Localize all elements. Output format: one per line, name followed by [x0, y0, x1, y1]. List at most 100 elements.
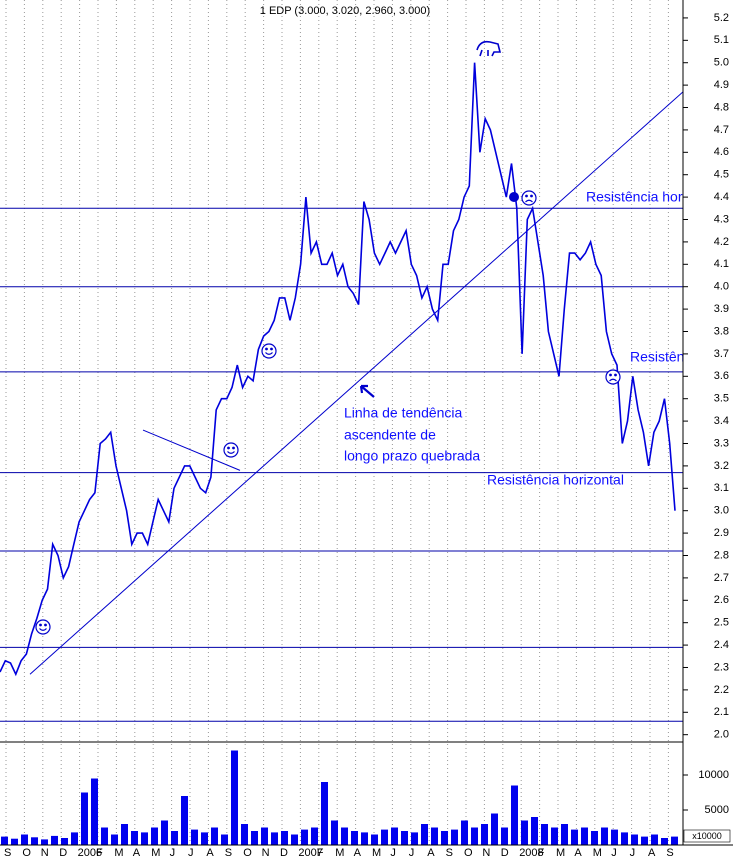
y-tick-label: 3.4 — [714, 415, 729, 427]
volume-bar — [391, 827, 398, 845]
x-tick-label: N — [262, 847, 270, 859]
volume-bar — [511, 785, 518, 845]
volume-bar — [51, 835, 58, 845]
x-tick-label: J — [188, 847, 194, 859]
y-tick-label: 4.7 — [714, 124, 729, 136]
y-tick-label: 2.2 — [714, 684, 729, 696]
volume-bar — [261, 827, 268, 845]
x-tick-label: A — [427, 847, 435, 859]
x-tick-label: 2008 — [519, 847, 543, 859]
y-tick-label: 2.9 — [714, 527, 729, 539]
y-tick-label: 2.4 — [714, 639, 729, 651]
volume-bar — [401, 831, 408, 845]
x-tick-label: S — [225, 847, 232, 859]
volume-bar — [521, 820, 528, 845]
x-tick-label: D — [501, 847, 509, 859]
unit-box — [683, 829, 731, 843]
x-tick-label: D — [59, 847, 67, 859]
volume-bar — [531, 817, 538, 845]
y-tick-label: 4.8 — [714, 101, 729, 113]
arrow — [359, 384, 375, 398]
y-tick-label: 3.3 — [714, 437, 729, 449]
y-tick-label: 4.1 — [714, 258, 729, 270]
frown — [521, 190, 537, 206]
volume-bar — [131, 831, 138, 845]
volume-bar — [461, 820, 468, 845]
x-tick-label: D — [280, 847, 288, 859]
x-tick-label: N — [482, 847, 490, 859]
volume-bar — [331, 820, 338, 845]
x-tick-label: F — [96, 847, 103, 859]
volume-bar — [281, 831, 288, 845]
x-tick-label: S — [4, 847, 11, 859]
chart-title: 1 EDP (3.000, 3.020, 2.960, 3.000) — [260, 5, 430, 17]
volume-bar — [201, 832, 208, 845]
volume-bar — [371, 834, 378, 845]
volume-bar — [591, 831, 598, 845]
annotation: Resistência horizontal — [487, 472, 624, 488]
y-tick-label: 5.0 — [714, 57, 729, 69]
volume-bar — [661, 838, 668, 845]
volume-bar — [321, 782, 328, 845]
volume-tick-label: 5000 — [705, 804, 729, 816]
volume-bar — [211, 827, 218, 845]
y-tick-label: 4.6 — [714, 146, 729, 158]
x-tick-label: M — [372, 847, 381, 859]
volume-bar — [121, 824, 128, 845]
y-tick-label: 2.1 — [714, 706, 729, 718]
volume-bar — [481, 824, 488, 845]
volume-bar — [551, 827, 558, 845]
volume-bar — [641, 836, 648, 845]
x-tick-label: F — [538, 847, 545, 859]
x-tick-label: O — [464, 847, 473, 859]
y-tick-label: 3.6 — [714, 370, 729, 382]
smiley — [223, 442, 239, 458]
smiley — [35, 619, 51, 635]
x-tick-label: O — [22, 847, 31, 859]
y-tick-label: 4.3 — [714, 213, 729, 225]
plot-area: Resistência horizontal Resistência horizo… — [0, 62, 683, 845]
x-tick-label: N — [41, 847, 49, 859]
volume-bar — [541, 824, 548, 845]
x-tick-label: 2006 — [78, 847, 102, 859]
volume-bar — [561, 824, 568, 845]
volume-bar — [361, 832, 368, 845]
volume-bar — [101, 827, 108, 845]
x-tick-label: A — [648, 847, 656, 859]
volume-bar — [141, 832, 148, 845]
volume-bar — [111, 834, 118, 845]
x-tick-label: M — [335, 847, 344, 859]
price-line — [0, 62, 676, 677]
x-tick-label: O — [243, 847, 252, 859]
y-tick-label: 2.3 — [714, 661, 729, 673]
volume-bar — [221, 834, 228, 845]
y-tick-label: 2.6 — [714, 594, 729, 606]
y-tick-label: 4.2 — [714, 236, 729, 248]
volume-bar — [351, 831, 358, 845]
y-tick-label: 4.0 — [714, 281, 729, 293]
x-tick-label: F — [317, 847, 324, 859]
volume-bar — [341, 827, 348, 845]
y-tick-label: 3.9 — [714, 303, 729, 315]
volume-bar — [81, 792, 88, 845]
volume-bar — [171, 831, 178, 845]
volume-bar — [581, 827, 588, 845]
y-tick-label: 3.1 — [714, 482, 729, 494]
y-tick-label: 2.7 — [714, 572, 729, 584]
y-tick-label: 5.1 — [714, 34, 729, 46]
volume-unit: x10000 — [692, 831, 722, 841]
volume-bar — [601, 827, 608, 845]
x-tick-label: J — [611, 847, 617, 859]
y-tick-label: 3.8 — [714, 325, 729, 337]
y-tick-label: 3.5 — [714, 393, 729, 405]
y-tick-label: 4.5 — [714, 169, 729, 181]
volume-bar — [71, 832, 78, 845]
volume-bar — [491, 813, 498, 845]
volume-bar — [471, 827, 478, 845]
y-tick-label: 4.4 — [714, 191, 729, 203]
x-tick-label: J — [630, 847, 636, 859]
volume-bar — [91, 778, 98, 845]
frown — [605, 369, 621, 385]
volume-bar — [301, 829, 308, 845]
